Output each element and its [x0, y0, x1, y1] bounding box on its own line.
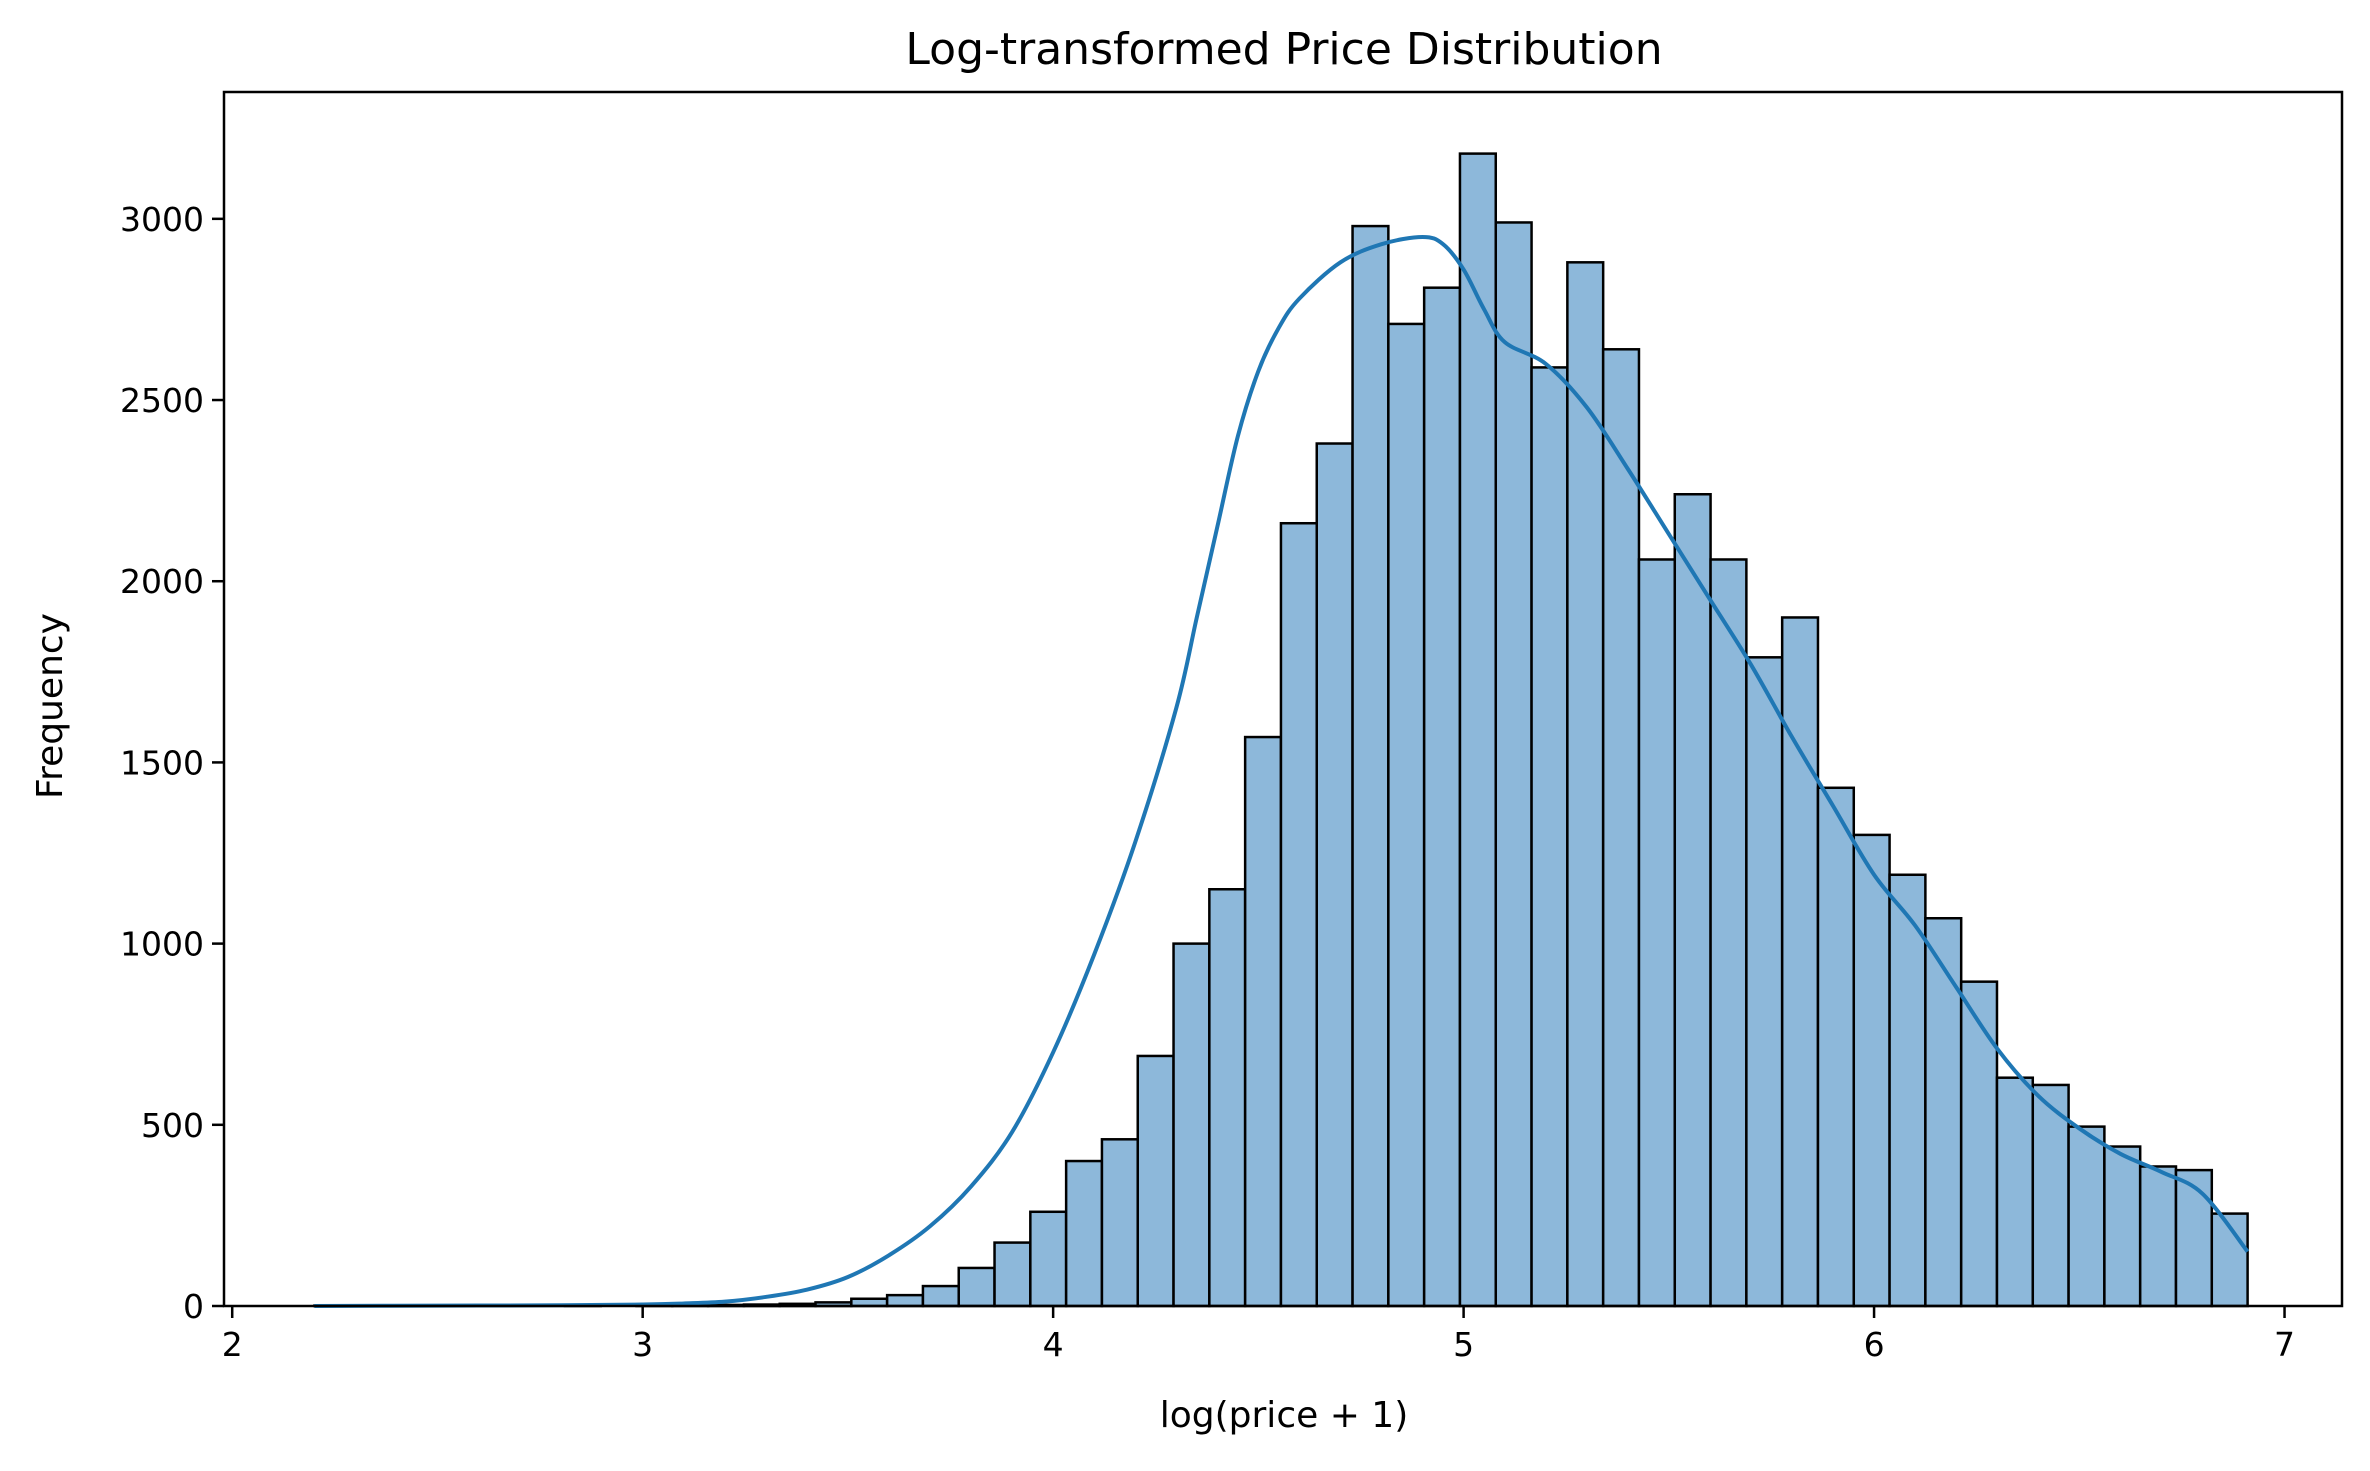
- histogram-bar: [1890, 875, 1926, 1306]
- histogram-bar: [2069, 1127, 2105, 1306]
- x-tick-label: 3: [632, 1325, 653, 1364]
- histogram-bar: [1317, 444, 1353, 1306]
- histogram-bar: [1746, 657, 1782, 1306]
- histogram-bar: [923, 1286, 959, 1306]
- histogram-bar: [1711, 559, 1747, 1306]
- histogram-bar: [1532, 367, 1568, 1306]
- histogram-bar: [1925, 918, 1961, 1306]
- histogram-bar: [1174, 944, 1210, 1306]
- histogram-bar: [1567, 262, 1603, 1306]
- x-tick-label: 6: [1864, 1325, 1885, 1364]
- histogram-bar: [1639, 559, 1675, 1306]
- histogram-bar: [959, 1268, 995, 1306]
- histogram-bar: [1281, 523, 1317, 1306]
- histogram-bar: [1603, 349, 1639, 1306]
- histogram-bar: [1675, 494, 1711, 1306]
- histogram-bar: [995, 1243, 1031, 1306]
- y-tick-label: 2500: [120, 381, 204, 420]
- chart-title: Log-transformed Price Distribution: [905, 24, 1662, 75]
- histogram-bar: [1854, 835, 1890, 1306]
- y-tick-label: 1500: [120, 743, 204, 782]
- histogram-bar: [1424, 288, 1460, 1306]
- histogram-bar: [2140, 1166, 2176, 1306]
- histogram-bar: [1460, 154, 1496, 1306]
- histogram-bar: [1496, 222, 1532, 1306]
- y-tick-label: 2000: [120, 562, 204, 601]
- histogram-bar: [1245, 737, 1281, 1306]
- histogram-bar: [1818, 788, 1854, 1306]
- y-axis-label: Frequency: [30, 613, 71, 799]
- histogram-bar: [1102, 1139, 1138, 1306]
- x-tick-label: 2: [222, 1325, 243, 1364]
- y-tick-label: 3000: [120, 200, 204, 239]
- x-tick-label: 4: [1043, 1325, 1064, 1364]
- histogram-bar: [1388, 324, 1424, 1306]
- histogram-bar: [1030, 1212, 1066, 1306]
- histogram-bar: [1961, 982, 1997, 1306]
- y-tick-label: 1000: [120, 925, 204, 964]
- histogram-bar: [1353, 226, 1389, 1306]
- x-tick-label: 5: [1453, 1325, 1474, 1364]
- histogram-bar: [887, 1295, 923, 1306]
- histogram-bar: [2176, 1170, 2212, 1306]
- histogram-bar: [1997, 1078, 2033, 1306]
- histogram-bar: [1209, 889, 1245, 1306]
- histogram-bar: [2104, 1147, 2140, 1306]
- histogram-bar: [1138, 1056, 1174, 1306]
- y-tick-label: 0: [183, 1287, 204, 1326]
- histogram-bar: [1066, 1161, 1102, 1306]
- histogram-bar: [1782, 617, 1818, 1306]
- y-tick-label: 500: [141, 1106, 204, 1145]
- x-axis-label: log(price + 1): [1160, 1395, 1409, 1436]
- x-tick-label: 7: [2274, 1325, 2295, 1364]
